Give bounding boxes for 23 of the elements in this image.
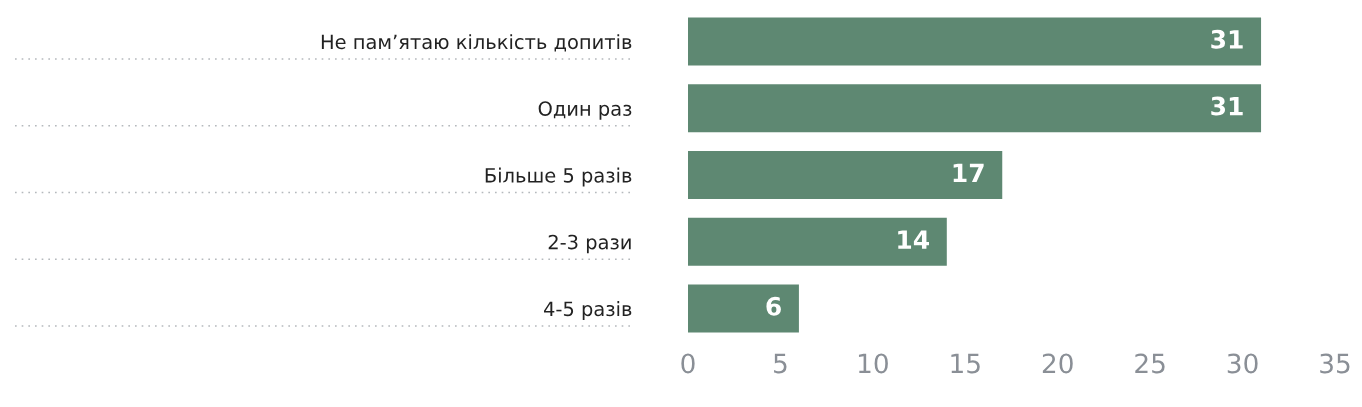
bar xyxy=(688,17,1262,66)
bar xyxy=(688,150,1003,200)
x-tick-label: 5 xyxy=(774,353,787,374)
x-tick-label: 35 xyxy=(1320,353,1350,374)
x-tick-label: 0 xyxy=(681,353,695,374)
bar xyxy=(688,84,1262,133)
x-tick-label: 25 xyxy=(1135,353,1165,374)
data-label: 31 xyxy=(1211,96,1243,116)
data-label: 14 xyxy=(898,230,930,249)
bar xyxy=(688,217,947,266)
y-tick-label: 2-3 рази xyxy=(548,234,631,254)
x-tick-label: 30 xyxy=(1227,353,1258,374)
data-label: 31 xyxy=(1211,29,1243,49)
y-tick-label: Не пам’ятаю кількість допитів xyxy=(321,34,632,52)
data-label: 6 xyxy=(766,296,781,316)
x-tick-label: 15 xyxy=(951,353,980,374)
x-tick-label: 10 xyxy=(858,353,888,374)
x-tick-label: 20 xyxy=(1042,353,1073,374)
y-tick-label: Більше 5 разів xyxy=(485,167,632,187)
y-tick-label: Один раз xyxy=(538,101,632,120)
bar xyxy=(688,284,799,333)
y-tick-label: 4-5 разів xyxy=(544,301,632,320)
data-label: 17 xyxy=(953,163,984,182)
